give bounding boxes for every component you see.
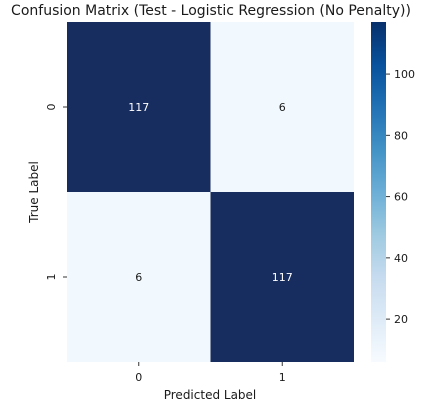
heatmap-cell-value: 117 (272, 271, 293, 284)
heatmap-cell (210, 22, 354, 192)
colorbar-tick-label: 80 (394, 129, 408, 142)
x-tick-label: 1 (279, 371, 286, 384)
heatmap-cell-value: 6 (279, 101, 286, 114)
y-axis-label: True Label (27, 161, 41, 224)
heatmap-cell-labels: 117 6 6 117 (128, 101, 293, 284)
heatmap-cell (67, 192, 211, 362)
colorbar (371, 22, 386, 362)
heatmap-cell (67, 22, 211, 192)
x-tick-label: 0 (135, 371, 142, 384)
heatmap-cell (210, 192, 354, 362)
x-axis-label: Predicted Label (164, 388, 257, 402)
colorbar-tick-label: 40 (394, 252, 408, 265)
colorbar-tick-label: 60 (394, 191, 408, 204)
chart-title: Confusion Matrix (Test - Logistic Regres… (11, 3, 411, 19)
colorbar-tick-label: 100 (394, 68, 415, 81)
heatmap-cell-value: 117 (128, 101, 149, 114)
y-tick-label: 1 (45, 274, 58, 281)
colorbar-ticks: 20 40 60 80 100 (386, 68, 415, 326)
y-tick-label: 0 (45, 104, 58, 111)
y-axis-ticks: 01 (45, 104, 67, 281)
colorbar-tick-label: 20 (394, 313, 408, 326)
heatmap-cell-value: 6 (135, 271, 142, 284)
heatmap-cells (67, 22, 354, 362)
